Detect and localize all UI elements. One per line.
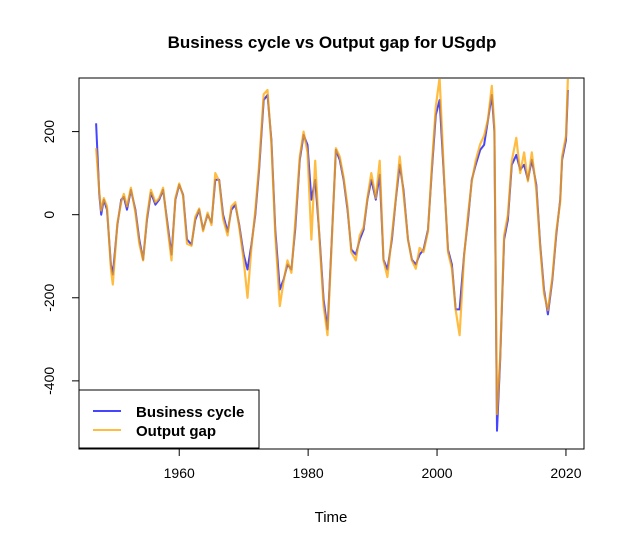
y-tick-label: 0 [41, 211, 57, 219]
chart-title: Business cycle vs Output gap for USgdp [168, 33, 497, 52]
x-axis-label: Time [315, 509, 348, 526]
y-tick-label: 200 [41, 120, 57, 144]
series-layer [95, 79, 569, 432]
x-tick-label: 2020 [550, 465, 581, 481]
plot-frame [78, 77, 585, 450]
y-tick-label: -400 [41, 367, 57, 395]
x-tick-label: 1980 [293, 465, 324, 481]
legend: Business cycle Output gap [78, 389, 260, 449]
x-tick-label: 2000 [421, 465, 452, 481]
x-tick-label: 1960 [164, 465, 195, 481]
y-tick-label: -200 [41, 284, 57, 312]
x-axis: 1960 1980 2000 2020 [164, 449, 582, 481]
legend-label-business-cycle: Business cycle [136, 404, 244, 421]
legend-box [78, 389, 260, 449]
legend-label-output-gap: Output gap [136, 423, 216, 440]
y-axis: -400 -200 0 200 [41, 120, 79, 395]
series-line-output-gap [95, 79, 569, 416]
